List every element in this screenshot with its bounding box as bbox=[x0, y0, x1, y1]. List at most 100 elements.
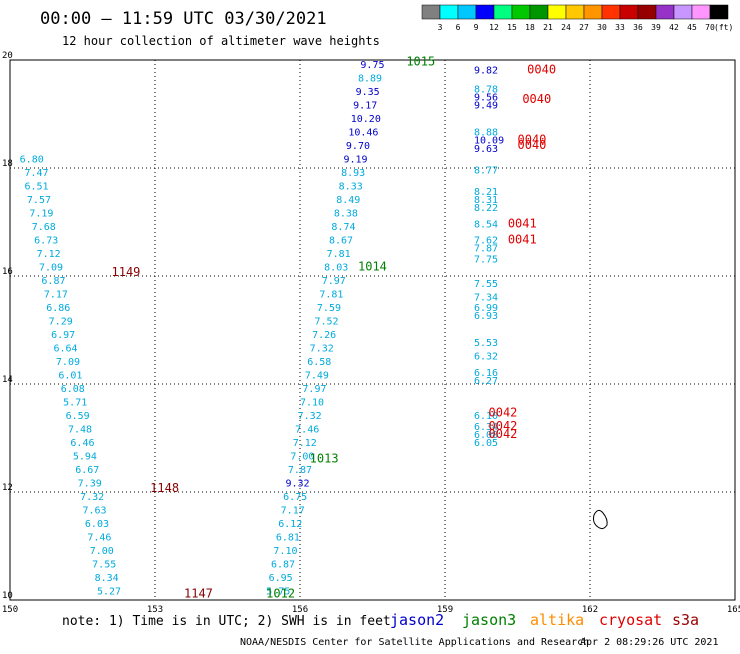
y-tick-label: 10 bbox=[2, 591, 13, 601]
colorbar-label: 30 bbox=[597, 23, 607, 32]
wave-height-label: 7.39 bbox=[78, 479, 102, 490]
wave-height-label: 7.46 bbox=[295, 425, 319, 436]
colorbar-label: 70 bbox=[705, 23, 715, 32]
wave-height-label: 7.32 bbox=[298, 411, 322, 422]
legend-altika: altika bbox=[530, 611, 584, 629]
colorbar-label: 18 bbox=[525, 23, 535, 32]
wave-height-label: 7.87 bbox=[288, 465, 312, 476]
wave-height-label: 7.12 bbox=[37, 249, 61, 260]
track-id-label: 1013 bbox=[310, 451, 339, 465]
wave-height-label: 7.32 bbox=[310, 344, 334, 355]
colorbar-unit: (ft) bbox=[714, 23, 733, 32]
wave-height-label: 7.49 bbox=[305, 371, 329, 382]
colorbar-label: 12 bbox=[489, 23, 499, 32]
track-id-label: 0041 bbox=[508, 216, 537, 230]
wave-height-label: 7.97 bbox=[322, 276, 346, 287]
colorbar-swatch bbox=[655, 4, 675, 20]
wave-height-label: 7.62 bbox=[474, 236, 498, 247]
wave-height-label: 7.52 bbox=[315, 317, 339, 328]
wave-height-label: 7.46 bbox=[87, 533, 111, 544]
wave-height-label: 5.53 bbox=[474, 338, 498, 349]
wave-height-label: 10.46 bbox=[348, 128, 378, 139]
wave-height-label: 6.87 bbox=[41, 276, 65, 287]
wave-height-label: 8.21 bbox=[474, 187, 498, 198]
footer-timestamp: Apr 2 08:29:26 UTC 2021 bbox=[580, 637, 718, 648]
track-id-label: 0040 bbox=[518, 133, 547, 147]
wave-height-label: 6.87 bbox=[271, 560, 295, 571]
colorbar-swatch bbox=[637, 4, 657, 20]
wave-height-label: 7.00 bbox=[290, 452, 314, 463]
wave-height-label: 8.49 bbox=[336, 195, 360, 206]
wave-height-labels: 6.80 7.47 6.51 7.57 7.19 7.68 6.73 7.12 7.09 6.87… bbox=[20, 60, 504, 598]
wave-height-label: 10.09 bbox=[474, 136, 504, 147]
track-id-label: 1014 bbox=[358, 260, 387, 274]
x-tick-label: 165 bbox=[727, 605, 740, 615]
wave-height-label: 5.71 bbox=[63, 398, 87, 409]
wave-height-label: 9.17 bbox=[353, 101, 377, 112]
wave-height-label: 7.81 bbox=[327, 249, 351, 260]
wave-height-label: 8.78 bbox=[474, 84, 498, 95]
wave-height-label: 7.97 bbox=[302, 384, 326, 395]
track-id-label: 0042 bbox=[489, 405, 518, 419]
colorbar-swatch bbox=[673, 4, 693, 20]
x-tick-label: 159 bbox=[437, 605, 453, 615]
wave-height-label: 8.03 bbox=[324, 263, 348, 274]
colorbar-label: 3 bbox=[438, 23, 443, 32]
wave-height-label: 6.80 bbox=[20, 155, 44, 166]
chart-subtitle: 12 hour collection of altimeter wave hei… bbox=[62, 34, 380, 48]
legend-jason3: jason3 bbox=[462, 611, 516, 629]
wave-height-label: 6.03 bbox=[85, 519, 109, 530]
wave-height-label: 7.19 bbox=[29, 209, 53, 220]
wave-height-label: 7.87 bbox=[474, 244, 498, 255]
wave-height-label: 6.99 bbox=[474, 303, 498, 314]
wave-height-label: 8.88 bbox=[474, 128, 498, 139]
wave-height-label: 9.19 bbox=[344, 155, 368, 166]
wave-height-label: 8.31 bbox=[474, 195, 498, 206]
wave-height-label: 9.70 bbox=[346, 141, 370, 152]
wave-height-label: 6.32 bbox=[474, 352, 498, 363]
wave-height-label: 6.67 bbox=[75, 465, 99, 476]
wave-height-label: 6.08 bbox=[474, 430, 498, 441]
wave-height-label: 8.74 bbox=[331, 222, 355, 233]
wave-height-label: 6.93 bbox=[474, 311, 498, 322]
wave-height-label: 6.46 bbox=[70, 438, 94, 449]
colorbar-swatch bbox=[565, 4, 585, 20]
wave-height-label: 7.63 bbox=[83, 506, 107, 517]
colorbar-legend: 3 6 9 12 15 18 21 24 27 30 33 36 39 42 45 70 (ft) bbox=[421, 4, 733, 32]
colorbar-swatch bbox=[511, 4, 531, 20]
wave-height-label: 8.22 bbox=[474, 203, 498, 214]
wave-height-label: 7.09 bbox=[39, 263, 63, 274]
y-tick-label: 12 bbox=[2, 483, 13, 493]
colorbar-swatch bbox=[547, 4, 567, 20]
colorbar-swatch bbox=[619, 4, 639, 20]
colorbar-label: 15 bbox=[507, 23, 517, 32]
colorbar-swatch bbox=[691, 4, 711, 20]
wave-height-label: 7.09 bbox=[56, 357, 80, 368]
wave-height-label: 7.32 bbox=[80, 492, 104, 503]
colorbar-swatch bbox=[583, 4, 603, 20]
colorbar-label: 39 bbox=[651, 23, 661, 32]
wave-height-label: 6.59 bbox=[66, 411, 90, 422]
wave-height-label: 9.35 bbox=[356, 87, 380, 98]
x-tick-label: 150 bbox=[2, 605, 18, 615]
wave-height-label: 7.17 bbox=[44, 290, 68, 301]
wave-height-label: 9.63 bbox=[474, 144, 498, 155]
wave-height-label: 5.27 bbox=[97, 587, 121, 598]
plot-frame bbox=[9, 59, 736, 601]
y-tick-label: 16 bbox=[2, 267, 13, 277]
x-tick-label: 162 bbox=[582, 605, 598, 615]
wave-height-label: 7.81 bbox=[319, 290, 343, 301]
wave-height-label: 7.00 bbox=[90, 546, 114, 557]
wave-height-label: 8.54 bbox=[474, 219, 498, 230]
legend-jason2: jason2 bbox=[390, 611, 444, 629]
track-id-labels: 1149114811471015101410131012004000400040… bbox=[112, 54, 557, 600]
wave-height-label: 8.67 bbox=[329, 236, 353, 247]
track-id-label: 1015 bbox=[406, 54, 435, 68]
wave-height-label: 9.82 bbox=[474, 66, 498, 77]
track-id-label: 0040 bbox=[522, 92, 551, 106]
wave-height-label: 7.17 bbox=[281, 506, 305, 517]
chart-grid bbox=[10, 60, 735, 600]
wave-height-label: 6.58 bbox=[307, 357, 331, 368]
axis-ticks: 150153156159162165101214161820 bbox=[2, 51, 740, 615]
